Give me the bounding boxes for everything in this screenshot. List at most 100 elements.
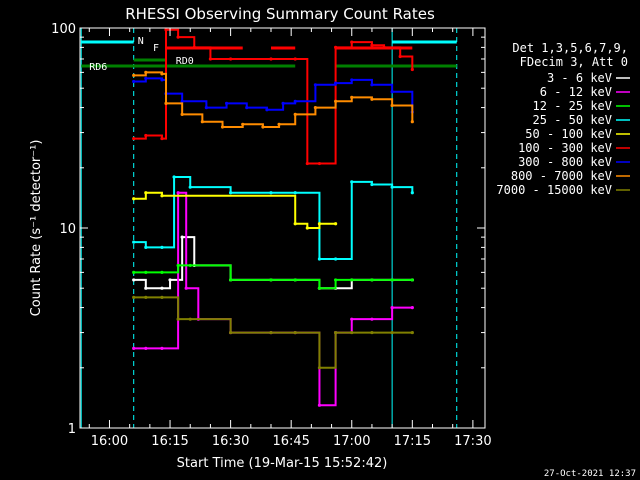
data-point xyxy=(410,67,414,72)
y-tick-label: 10 xyxy=(59,222,76,237)
legend-label: 800 - 7000 keV xyxy=(511,169,612,183)
data-point xyxy=(208,57,213,61)
data-point xyxy=(333,257,338,261)
data-point xyxy=(229,191,233,195)
data-point xyxy=(160,346,164,351)
data-point xyxy=(350,180,354,184)
data-point xyxy=(305,226,309,230)
data-point xyxy=(350,40,354,44)
data-point xyxy=(333,222,338,226)
data-point xyxy=(160,245,164,249)
data-point xyxy=(277,122,281,126)
data-point xyxy=(144,295,148,299)
data-point xyxy=(160,136,164,141)
data-point xyxy=(200,120,204,124)
data-point xyxy=(160,78,164,82)
x-tick-label: 16:45 xyxy=(272,434,309,449)
data-point xyxy=(293,191,297,195)
data-point xyxy=(390,185,394,189)
legend-label: 50 - 100 keV xyxy=(525,127,612,141)
data-point xyxy=(144,191,148,195)
data-point xyxy=(293,222,297,226)
data-point xyxy=(333,278,338,282)
data-point xyxy=(293,278,297,282)
data-point xyxy=(350,78,354,82)
x-tick-label: 16:00 xyxy=(91,434,128,449)
data-point xyxy=(333,330,338,335)
x-tick-label: 16:15 xyxy=(151,434,188,449)
data-point xyxy=(281,101,285,105)
data-point xyxy=(188,185,192,189)
data-point xyxy=(410,191,414,195)
flare-label: F xyxy=(153,43,159,54)
data-point xyxy=(160,270,164,274)
y-tick-label: 100 xyxy=(51,22,76,37)
data-point xyxy=(317,257,322,261)
footer-timestamp: 27-Oct-2021 12:37 xyxy=(544,469,636,479)
data-point xyxy=(333,81,338,85)
data-point xyxy=(229,57,233,61)
data-point xyxy=(410,120,414,124)
data-point xyxy=(317,403,322,407)
data-point xyxy=(333,45,338,49)
data-point xyxy=(350,330,354,335)
data-point xyxy=(132,136,136,141)
data-point xyxy=(390,305,394,310)
data-point xyxy=(370,83,374,87)
data-point xyxy=(410,305,414,310)
data-point xyxy=(160,295,164,299)
data-point xyxy=(305,161,309,166)
data-point xyxy=(269,278,273,282)
data-point xyxy=(180,235,184,239)
data-point xyxy=(132,278,136,282)
data-point xyxy=(220,125,225,129)
x-axis: 16:00 16:15 16:30 16:45 17:00 17:15 17:30 xyxy=(88,28,492,449)
legend-label: 12 - 25 keV xyxy=(533,99,612,113)
data-point xyxy=(370,330,374,335)
chart-title: RHESSI Observing Summary Count Rates xyxy=(125,5,435,23)
data-point xyxy=(317,222,322,226)
legend-header-2: FDecim 3, Att 0 xyxy=(520,55,628,69)
series-line xyxy=(133,296,413,369)
data-point xyxy=(293,112,297,116)
data-point xyxy=(317,366,322,370)
data-point xyxy=(269,191,273,195)
data-point xyxy=(350,317,354,321)
legend-label: 6 - 12 keV xyxy=(540,85,612,99)
series-layer xyxy=(132,28,414,407)
data-point xyxy=(144,245,148,249)
data-point xyxy=(410,330,414,335)
data-point xyxy=(390,103,394,108)
data-point xyxy=(410,278,414,282)
data-point xyxy=(188,317,192,321)
data-point xyxy=(184,286,188,290)
data-point xyxy=(293,330,297,335)
data-point xyxy=(265,108,269,112)
data-point xyxy=(144,270,148,274)
x-axis-label: Start Time (19-Mar-15 15:52:42) xyxy=(177,456,388,471)
legend-label: 300 - 800 keV xyxy=(518,155,612,169)
series-line xyxy=(133,264,413,290)
data-point xyxy=(229,278,233,282)
data-point xyxy=(192,45,196,49)
y-axis-label: Count Rate (s⁻¹ detector⁻¹) xyxy=(29,140,44,317)
data-point xyxy=(160,72,164,76)
data-point xyxy=(176,35,180,39)
data-point xyxy=(245,105,249,110)
data-point xyxy=(132,346,136,351)
data-point xyxy=(164,101,168,105)
x-tick-label: 17:30 xyxy=(454,434,491,449)
data-point xyxy=(390,90,394,94)
data-point xyxy=(132,240,136,244)
data-point xyxy=(204,105,208,110)
data-point xyxy=(144,76,148,80)
data-point xyxy=(229,330,233,335)
attenuator-label-rd0: RD0 xyxy=(176,56,194,67)
legend-label: 100 - 300 keV xyxy=(518,141,612,155)
data-point xyxy=(370,43,374,47)
data-point xyxy=(132,79,136,84)
data-point xyxy=(370,317,374,321)
data-point xyxy=(390,330,394,335)
data-point xyxy=(241,122,245,126)
